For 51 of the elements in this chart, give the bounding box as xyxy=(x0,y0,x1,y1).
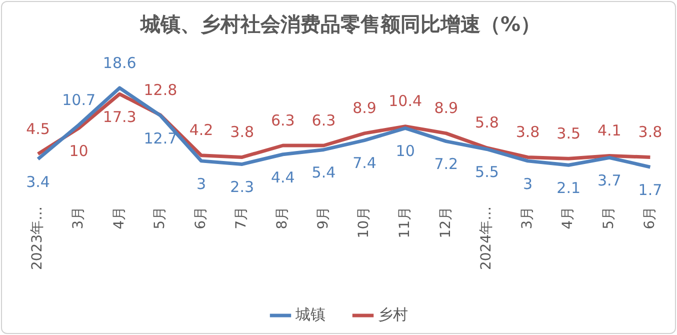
data-label: 6.3 xyxy=(312,111,336,130)
data-label: 3.8 xyxy=(638,123,662,142)
data-label: 7.4 xyxy=(352,154,376,172)
data-label: 3.8 xyxy=(516,123,540,142)
data-label: 8.9 xyxy=(352,99,376,118)
x-tick-label: 7月 xyxy=(234,206,250,230)
x-tick-label: 10月 xyxy=(356,206,372,238)
data-label: 3.4 xyxy=(26,172,50,191)
data-label: 3 xyxy=(196,174,206,193)
data-label: 10 xyxy=(69,142,88,160)
data-label: 7.2 xyxy=(434,155,458,174)
data-label: 3.7 xyxy=(597,172,622,190)
x-tick-label: 11月 xyxy=(396,206,413,238)
data-label: 5.5 xyxy=(475,163,499,182)
x-tick-label: 3月 xyxy=(70,206,86,230)
x-tick-label: 12月 xyxy=(438,206,454,238)
data-label: 5.4 xyxy=(312,164,336,182)
data-label: 3.5 xyxy=(556,124,581,142)
data-label: 6.3 xyxy=(270,111,295,130)
legend-label: 乡村 xyxy=(378,305,408,324)
data-label: 18.6 xyxy=(102,54,136,72)
data-label: 4.1 xyxy=(597,122,622,140)
x-tick-label: 3月 xyxy=(519,206,536,230)
data-label: 8.9 xyxy=(434,99,458,118)
x-tick-label: 2023年… xyxy=(30,206,46,270)
data-label: 1.7 xyxy=(638,180,662,199)
data-label: 2.3 xyxy=(230,178,254,196)
data-label: 4.4 xyxy=(270,168,295,186)
x-tick-label: 6月 xyxy=(642,206,658,230)
data-label: 12.7 xyxy=(144,129,178,148)
data-label: 12.8 xyxy=(144,80,178,99)
data-label: 5.8 xyxy=(475,114,499,132)
x-tick-label: 4月 xyxy=(111,206,128,230)
data-label: 10 xyxy=(396,142,415,160)
x-tick-label: 6月 xyxy=(192,206,209,230)
x-tick-label: 2024年… xyxy=(478,206,495,270)
data-label: 17.3 xyxy=(102,108,136,126)
data-label: 10.4 xyxy=(388,92,422,110)
data-label: 3.8 xyxy=(230,123,254,142)
data-label: 2.1 xyxy=(556,179,581,198)
chart-title: 城镇、乡村社会消费品零售额同比增速（%） xyxy=(139,12,541,36)
data-label: 4.5 xyxy=(26,120,50,138)
data-label: 4.2 xyxy=(189,121,214,140)
x-tick-label: 4月 xyxy=(560,206,576,230)
x-tick-label: 5月 xyxy=(152,206,168,230)
data-label: 3 xyxy=(522,174,533,193)
legend-label: 城镇 xyxy=(294,305,326,324)
x-tick-label: 9月 xyxy=(315,206,332,230)
x-tick-label: 5月 xyxy=(601,206,618,230)
x-tick-label: 8月 xyxy=(274,206,291,230)
data-label: 10.7 xyxy=(62,90,96,109)
